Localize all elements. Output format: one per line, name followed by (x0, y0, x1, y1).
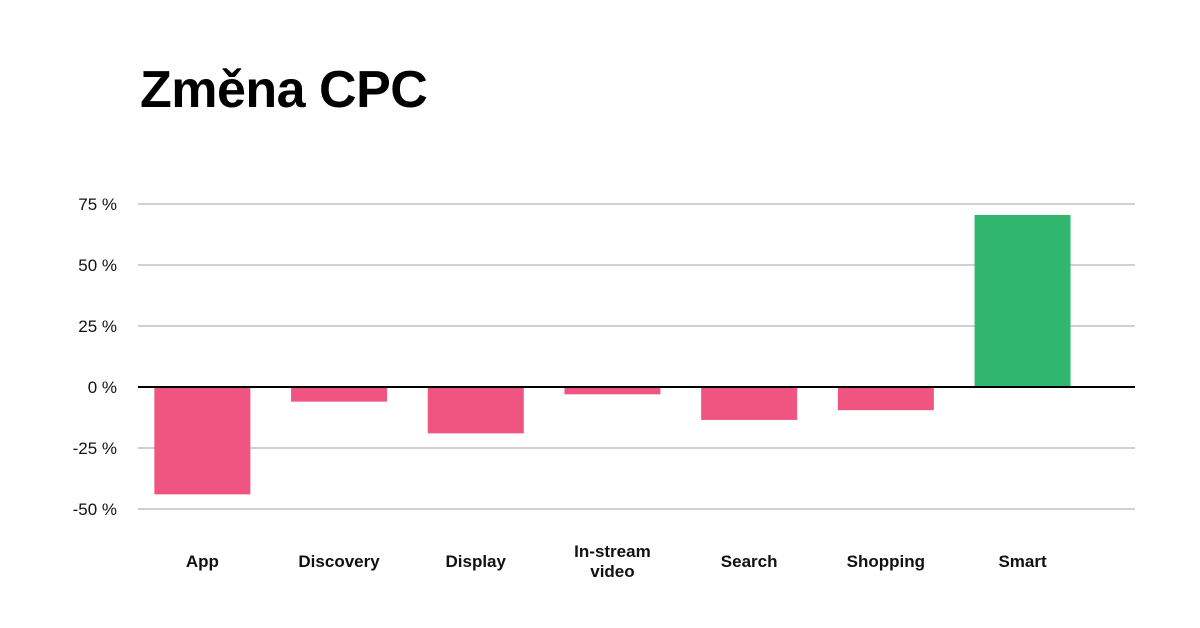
x-category-label-line: In-stream (574, 542, 651, 561)
bar-discovery (291, 387, 388, 402)
bar-search (701, 387, 798, 420)
y-axis-ticks: 75 % 50 % 25 % 0 % -25 % -50 % (73, 195, 117, 519)
y-tick-label: -50 % (73, 500, 117, 519)
chart-title: Změna CPC (140, 61, 428, 119)
x-category-label-line: Smart (998, 552, 1047, 571)
x-category-label: Discovery (298, 552, 380, 571)
x-category-label-line: App (186, 552, 219, 571)
bar-display (427, 387, 524, 434)
x-category-label: Shopping (847, 552, 925, 571)
bar-shopping (837, 387, 934, 411)
x-category-label-line: video (590, 562, 634, 581)
bars (154, 214, 1071, 495)
x-category-label: Smart (998, 552, 1047, 571)
x-category-label-line: Shopping (847, 552, 925, 571)
grid-lines (138, 203, 1135, 510)
x-category-label: Search (721, 552, 778, 571)
x-category-label: In-stream video (574, 542, 651, 581)
y-tick-label: 50 % (78, 256, 117, 275)
y-tick-label: -25 % (73, 439, 117, 458)
bar-in-stream-video (564, 387, 661, 395)
y-tick-label: 75 % (78, 195, 117, 214)
y-tick-label: 0 % (88, 378, 117, 397)
x-axis-labels: App Discovery Display In-stream video Search S… (186, 542, 1047, 581)
bar-app (154, 387, 251, 495)
y-tick-label: 25 % (78, 317, 117, 336)
x-category-label-line: Display (446, 552, 507, 571)
x-category-label-line: Search (721, 552, 778, 571)
x-category-label: Display (446, 552, 507, 571)
x-category-label: App (186, 552, 219, 571)
bar-smart (974, 214, 1071, 387)
x-category-label-line: Discovery (298, 552, 380, 571)
